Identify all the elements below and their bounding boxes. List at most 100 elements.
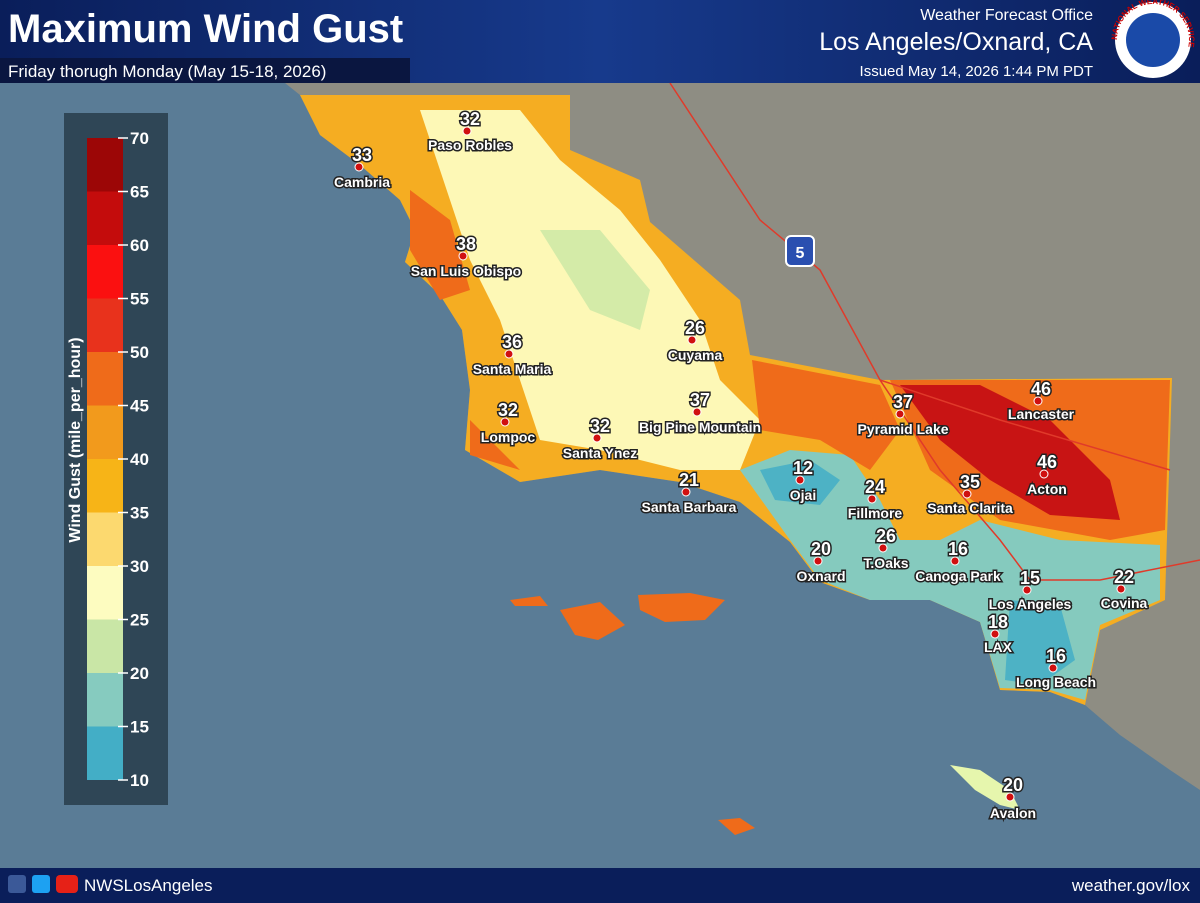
station-name: T.Oaks (863, 555, 908, 571)
location: Los Angeles/Oxnard, CA (819, 28, 1093, 56)
legend-tick-label: 70 (130, 129, 149, 148)
social-handle[interactable]: NWSLosAngeles (84, 876, 213, 895)
station-name: Santa Maria (473, 361, 552, 377)
legend-band (87, 566, 123, 620)
legend-tick-label: 55 (130, 290, 149, 309)
station-gust: 32 (590, 416, 610, 436)
station-name: Santa Ynez (563, 445, 637, 461)
legend-band (87, 726, 123, 780)
station-name: Pyramid Lake (857, 421, 948, 437)
legend-band (87, 191, 123, 245)
highway (669, 82, 1200, 581)
station-gust: 36 (502, 332, 522, 352)
station-dot (1116, 584, 1126, 594)
station-gust: 20 (811, 539, 831, 559)
station-dot (813, 556, 823, 566)
legend-tick-label: 15 (130, 718, 149, 737)
station-dot (462, 126, 472, 136)
legend-tick-label: 25 (130, 611, 149, 630)
legend-band (87, 405, 123, 459)
station-gust: 33 (352, 145, 372, 165)
station-name: Ojai (790, 487, 816, 503)
station-gust: 46 (1037, 452, 1057, 472)
station-dot (990, 629, 1000, 639)
island (950, 765, 1020, 810)
twitter-icon[interactable] (32, 875, 50, 893)
legend-band (87, 512, 123, 566)
station-dot (681, 487, 691, 497)
station-dot (504, 349, 514, 359)
interstate-shield (785, 235, 815, 267)
legend-tick-label: 60 (130, 236, 149, 255)
title: Maximum Wind Gust (8, 7, 403, 51)
station-gust: 26 (876, 526, 896, 546)
station-gust: 16 (948, 539, 968, 559)
legend-tick-label: 50 (130, 343, 149, 362)
interstate-number: 5 (796, 245, 805, 262)
station-dot (962, 489, 972, 499)
station-gust: 37 (690, 390, 710, 410)
office: Weather Forecast Office (920, 7, 1093, 24)
station-name: Fillmore (848, 505, 903, 521)
youtube-icon[interactable] (56, 875, 78, 893)
station-dot (1048, 663, 1058, 673)
station-gust: 32 (460, 109, 480, 129)
station-name: Lompoc (481, 429, 536, 445)
station-dot (1005, 792, 1015, 802)
subtitle-bar (0, 58, 410, 83)
station-gust: 12 (793, 458, 813, 478)
station-name: Covina (1101, 595, 1148, 611)
station-gust: 16 (1046, 646, 1066, 666)
station-gust: 26 (685, 318, 705, 338)
legend-band (87, 673, 123, 727)
station-dot (867, 494, 877, 504)
station-name: San Luis Obispo (411, 263, 521, 279)
station-name: Santa Clarita (927, 500, 1013, 516)
zone-blue (760, 460, 1075, 685)
logo-inner (1126, 13, 1180, 67)
station-name: Cambria (334, 174, 390, 190)
station-name: Cuyama (668, 347, 723, 363)
legend-tick-label: 65 (130, 183, 149, 202)
station-name: Big Pine Mountain (639, 419, 761, 435)
stations: 32 Paso Robles 33 Cambria 38 San Luis Obispo 2… (332, 108, 1149, 823)
station-dot (500, 417, 510, 427)
station-name: Los Angeles (989, 596, 1072, 612)
station-name: Long Beach (1016, 674, 1096, 690)
legend-tick-label: 35 (130, 504, 149, 523)
legend-band (87, 298, 123, 352)
website[interactable]: weather.gov/lox (1071, 876, 1191, 895)
station-gust: 18 (988, 612, 1008, 632)
station-name: LAX (984, 639, 1013, 655)
station-dot (895, 409, 905, 419)
station-gust: 24 (865, 477, 885, 497)
station-gust: 35 (960, 472, 980, 492)
zone-green (540, 230, 650, 330)
legend-tick-label: 45 (130, 397, 149, 416)
legend-band (87, 619, 123, 673)
station-gust: 32 (498, 400, 518, 420)
station-gust: 20 (1003, 775, 1023, 795)
station-gust: 46 (1031, 379, 1051, 399)
station-name: Santa Barbara (642, 499, 737, 515)
station-name: Canoga Park (915, 568, 1001, 584)
station-dot (1039, 469, 1049, 479)
issued: Issued May 14, 2026 1:44 PM PDT (860, 63, 1093, 80)
station-name: Acton (1027, 481, 1067, 497)
station-name: Lancaster (1008, 406, 1075, 422)
station-name: Paso Robles (428, 137, 512, 153)
footer-bar (0, 868, 1200, 903)
station-dot (1033, 396, 1043, 406)
legend-tick-label: 10 (130, 771, 149, 790)
station-dot (692, 407, 702, 417)
station-name: Avalon (990, 805, 1036, 821)
station-dot (795, 475, 805, 485)
legend-tick-label: 30 (130, 557, 149, 576)
legend-band (87, 459, 123, 513)
facebook-icon[interactable] (8, 875, 26, 893)
station-gust: 22 (1114, 567, 1134, 587)
legend-title: Wind Gust (mile_per_hour) (67, 337, 84, 542)
station-gust: 38 (456, 234, 476, 254)
station-dot (354, 162, 364, 172)
